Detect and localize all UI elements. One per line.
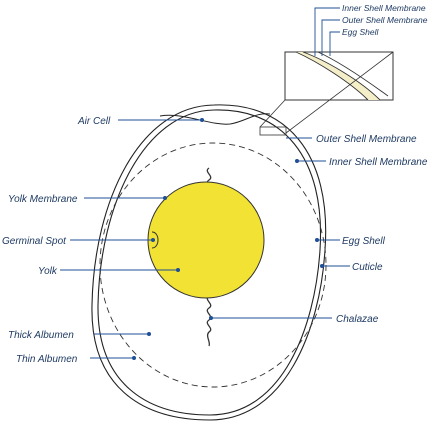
label-yolk: Yolk (38, 266, 58, 277)
label-egg-shell: Egg Shell (342, 236, 386, 247)
shell-cross-section-inset (259, 51, 394, 136)
label-air-cell: Air Cell (77, 116, 111, 127)
chalazae-bottom (206, 295, 212, 347)
label-inner-shell-membrane-inset: Inner Shell Membrane (342, 3, 426, 13)
label-chalazae: Chalazae (336, 314, 379, 325)
label-egg-shell-inset: Egg Shell (342, 27, 379, 37)
thick-albumen-boundary (99, 142, 327, 388)
label-thick-albumen: Thick Albumen (8, 330, 74, 341)
label-germinal-spot: Germinal Spot (2, 236, 67, 247)
label-thin-albumen: Thin Albumen (16, 354, 78, 365)
label-yolk-membrane: Yolk Membrane (8, 194, 78, 205)
label-outer-shell-membrane: Outer Shell Membrane (316, 134, 417, 145)
label-cuticle: Cuticle (352, 262, 383, 273)
label-inner-shell-membrane: Inner Shell Membrane (329, 157, 428, 168)
leader-lines (60, 7, 350, 360)
label-outer-shell-membrane-inset: Outer Shell Membrane (342, 15, 428, 25)
air-cell (159, 113, 271, 125)
